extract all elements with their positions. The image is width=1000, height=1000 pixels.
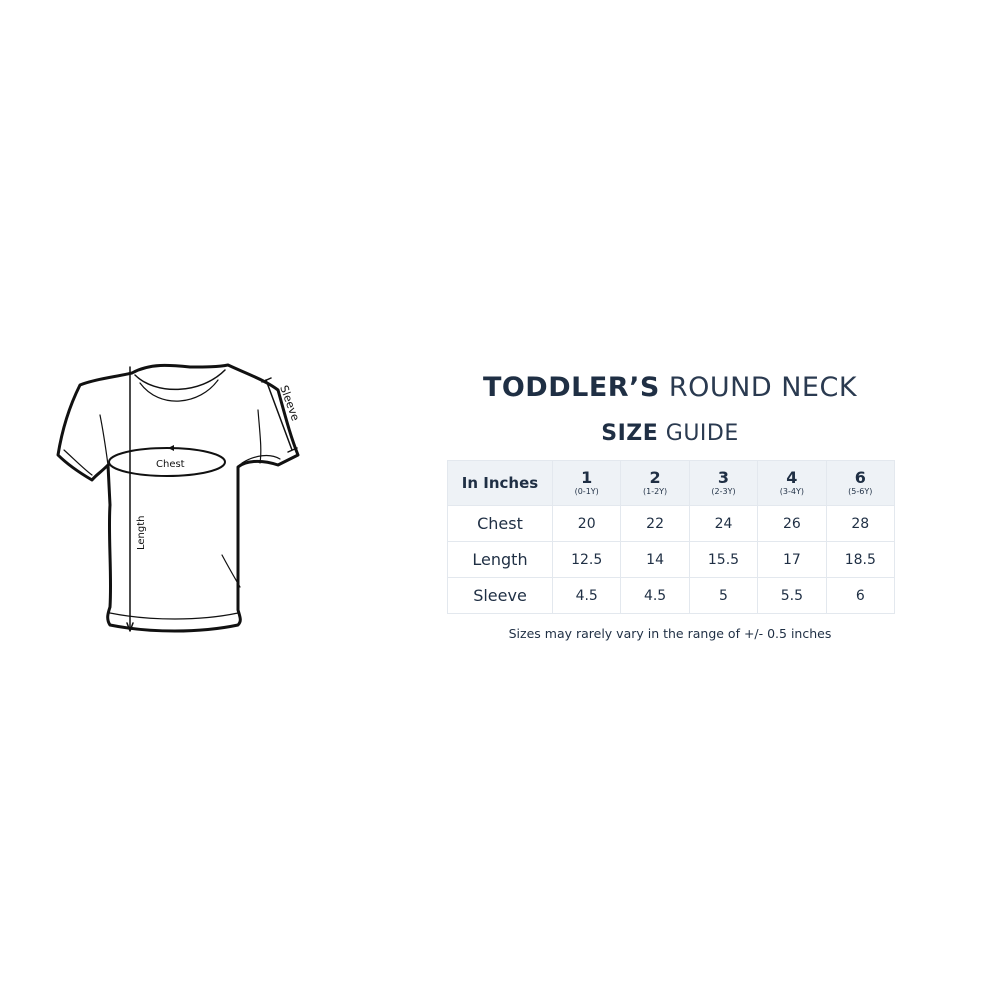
size-header: 2 (1-2Y) [620, 460, 690, 506]
table-cell: 6 [825, 577, 896, 614]
shirt-outline [56, 363, 300, 633]
size-header: 3 (2-3Y) [688, 460, 759, 506]
table-cell: 17 [757, 541, 827, 578]
table-cell: 5.5 [757, 577, 827, 614]
size-header: 4 (3-4Y) [757, 460, 827, 506]
size-age: (2-3Y) [711, 487, 736, 496]
size-header: 6 (5-6Y) [825, 460, 896, 506]
table-cell: 22 [620, 505, 690, 542]
length-label: Length [136, 516, 147, 551]
table-row: Sleeve 4.5 4.5 5 5.5 6 [447, 577, 896, 614]
size-age: (3-4Y) [779, 487, 804, 496]
size-age: (1-2Y) [642, 487, 668, 496]
table-cell: 26 [757, 505, 827, 542]
row-label: Length [447, 541, 553, 578]
row-label: Sleeve [447, 577, 553, 614]
size-age: (0-1Y) [574, 487, 599, 496]
corner-header: In Inches [447, 460, 553, 506]
table-row: Length 12.5 14 15.5 17 18.5 [447, 541, 896, 578]
title-bold: TODDLER’S [482, 372, 660, 403]
title-light: ROUND NECK [668, 372, 858, 403]
size-number: 4 [786, 468, 798, 487]
table-cell: 4.5 [620, 577, 690, 614]
table-cell: 12.5 [551, 541, 622, 578]
table-cell: 14 [620, 541, 690, 578]
row-label: Chest [447, 505, 553, 542]
table-header-row: In Inches 1 (0-1Y) 2 (1-2Y) 3 (2-3Y) 4 (3-4Y… [447, 460, 896, 506]
table-cell: 5 [688, 577, 759, 614]
tshirt-diagram: Chest Length Sleeve [56, 363, 302, 633]
table-row: Chest 20 22 24 26 28 [447, 505, 896, 542]
table-cell: 24 [688, 505, 759, 542]
table-cell: 15.5 [688, 541, 759, 578]
chest-measure [108, 447, 226, 477]
table-cell: 18.5 [825, 541, 896, 578]
sleeve-measure [265, 379, 293, 451]
size-note: Sizes may rarely vary in the range of +/… [508, 626, 832, 641]
table-cell: 4.5 [551, 577, 622, 614]
size-number: 2 [649, 468, 661, 487]
size-table: In Inches 1 (0-1Y) 2 (1-2Y) 3 (2-3Y) 4 (3-4Y… [447, 460, 896, 614]
size-number: 1 [581, 468, 593, 487]
subtitle-light: GUIDE [665, 421, 739, 446]
size-number: 6 [854, 468, 866, 487]
subtitle-bold: SIZE [601, 421, 659, 446]
table-cell: 20 [551, 505, 622, 542]
page-subtitle: SIZE GUIDE [440, 421, 900, 446]
size-number: 3 [717, 468, 730, 487]
size-header: 1 (0-1Y) [551, 460, 622, 506]
chest-label: Chest [156, 459, 185, 470]
table-cell: 28 [825, 505, 896, 542]
size-age: (5-6Y) [848, 487, 873, 496]
page-title: TODDLER’S ROUND NECK [440, 372, 900, 403]
